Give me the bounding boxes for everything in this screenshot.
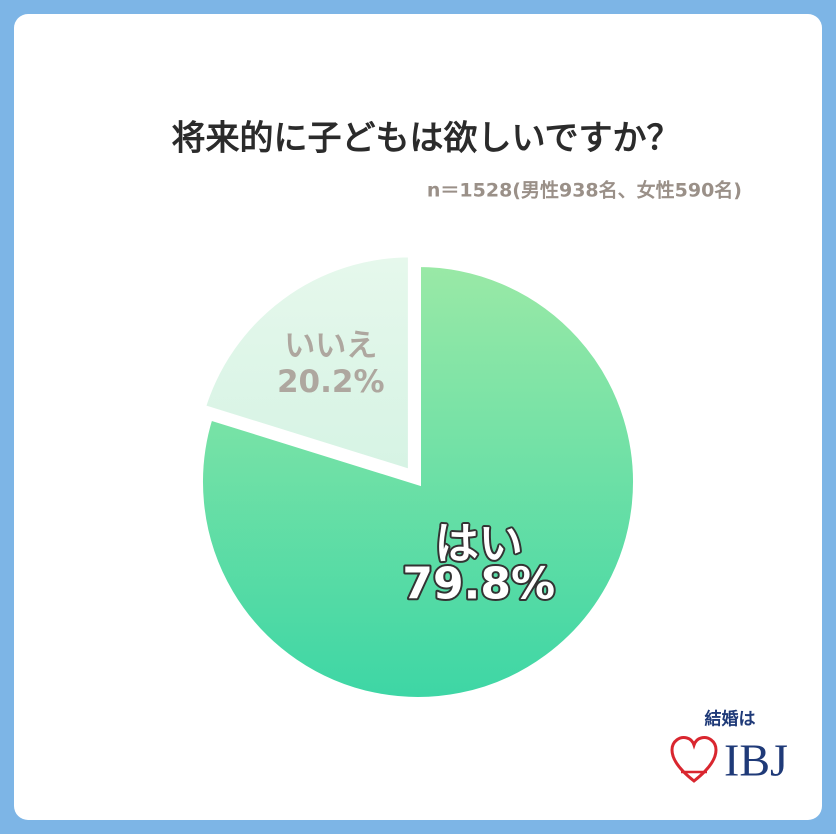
slice-category: はい (435, 519, 523, 570)
chart-title: 将来的に子どもは欲しいですか？ (172, 119, 681, 159)
slice-category: いいえ (284, 328, 377, 364)
slice-value-label: 79.8% (402, 559, 555, 610)
logo: 結婚は IBJ (670, 709, 788, 786)
logo-heart (670, 736, 718, 783)
pie-slice (198, 251, 414, 477)
logo-tagline: 結婚は (705, 709, 756, 730)
pie-slice (197, 260, 639, 703)
logo-name: IBJ (724, 735, 788, 786)
chart-subtitle: n＝1528(男性938名、女性590名) (427, 179, 742, 202)
slice-value-label: 20.2% (277, 364, 385, 400)
